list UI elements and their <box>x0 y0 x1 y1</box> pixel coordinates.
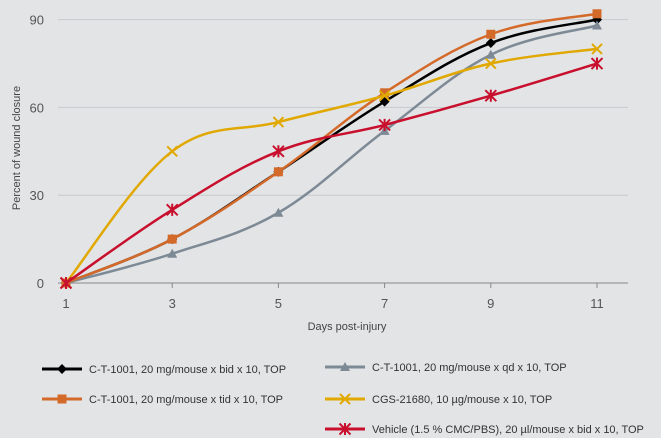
legend: C-T-1001, 20 mg/mouse x bid x 10, TOP C-T… <box>42 362 644 436</box>
series-line <box>65 47 598 284</box>
y-tick-label: 90 <box>30 13 44 28</box>
series-line <box>65 24 598 285</box>
legend-label: C-T-1001, 20 mg/mouse x bid x 10, TOP <box>89 364 286 376</box>
x-axis-title: Days post-injury <box>308 321 387 333</box>
legend-swatch-marker <box>338 422 352 436</box>
legend-swatch-marker <box>57 364 67 374</box>
data-point <box>273 207 284 217</box>
x-tick-label: 7 <box>381 296 388 311</box>
series-3 <box>61 9 602 288</box>
legend-label: CGS-21680, 10 µg/mouse x 10, TOP <box>372 394 552 406</box>
data-point <box>272 145 285 158</box>
data-point <box>272 116 285 128</box>
x-tick-label: 1 <box>62 296 69 311</box>
data-point <box>591 43 603 55</box>
legend-swatch-marker <box>340 362 350 371</box>
series-layer <box>59 9 604 290</box>
series-1 <box>61 14 602 288</box>
y-tick-label: 0 <box>37 276 44 291</box>
grid <box>58 19 628 284</box>
data-point <box>59 276 73 290</box>
data-point <box>485 38 496 49</box>
legend-label: C-T-1001, 20 mg/mouse x tid x 10, TOP <box>89 394 283 406</box>
data-point <box>378 90 391 102</box>
data-point <box>592 20 602 30</box>
y-tick-label: 30 <box>30 188 44 203</box>
x-tick-label: 9 <box>487 296 494 311</box>
data-point <box>273 167 283 177</box>
data-point <box>165 203 179 217</box>
legend-item: C-T-1001, 20 mg/mouse x qd x 10, TOP <box>325 362 567 374</box>
series-line <box>65 62 598 285</box>
data-point <box>167 234 177 244</box>
data-point <box>485 57 497 70</box>
data-point <box>378 118 391 132</box>
data-point <box>380 88 390 98</box>
legend-item: Vehicle (1.5 % CMC/PBS), 20 µl/mouse x b… <box>325 422 644 436</box>
data-point <box>486 29 496 39</box>
series-4 <box>60 43 603 289</box>
series-line <box>65 12 598 285</box>
data-point <box>590 57 604 70</box>
x-tick-label: 5 <box>275 296 282 311</box>
legend-swatch-marker <box>57 394 67 404</box>
legend-label: C-T-1001, 20 mg/mouse x qd x 10, TOP <box>372 362 567 374</box>
legend-item: CGS-21680, 10 µg/mouse x 10, TOP <box>325 393 552 406</box>
data-point <box>592 9 602 19</box>
legend-item: C-T-1001, 20 mg/mouse x tid x 10, TOP <box>42 394 283 406</box>
data-point <box>484 89 498 102</box>
data-point <box>166 145 178 158</box>
data-point <box>485 49 496 59</box>
legend-swatch-marker <box>339 393 351 405</box>
series-2 <box>61 20 602 287</box>
x-tick-label: 11 <box>590 296 604 311</box>
y-tick-label: 60 <box>30 100 44 115</box>
y-axis-title: Percent of wound closure <box>11 86 23 210</box>
axes: 0 30 60 90 1 3 5 7 9 11 <box>30 13 604 311</box>
legend-label: Vehicle (1.5 % CMC/PBS), 20 µl/mouse x b… <box>372 424 644 436</box>
x-tick-label: 3 <box>169 296 176 311</box>
legend-item: C-T-1001, 20 mg/mouse x bid x 10, TOP <box>42 364 286 376</box>
series-5 <box>59 57 604 290</box>
data-point <box>167 248 178 258</box>
